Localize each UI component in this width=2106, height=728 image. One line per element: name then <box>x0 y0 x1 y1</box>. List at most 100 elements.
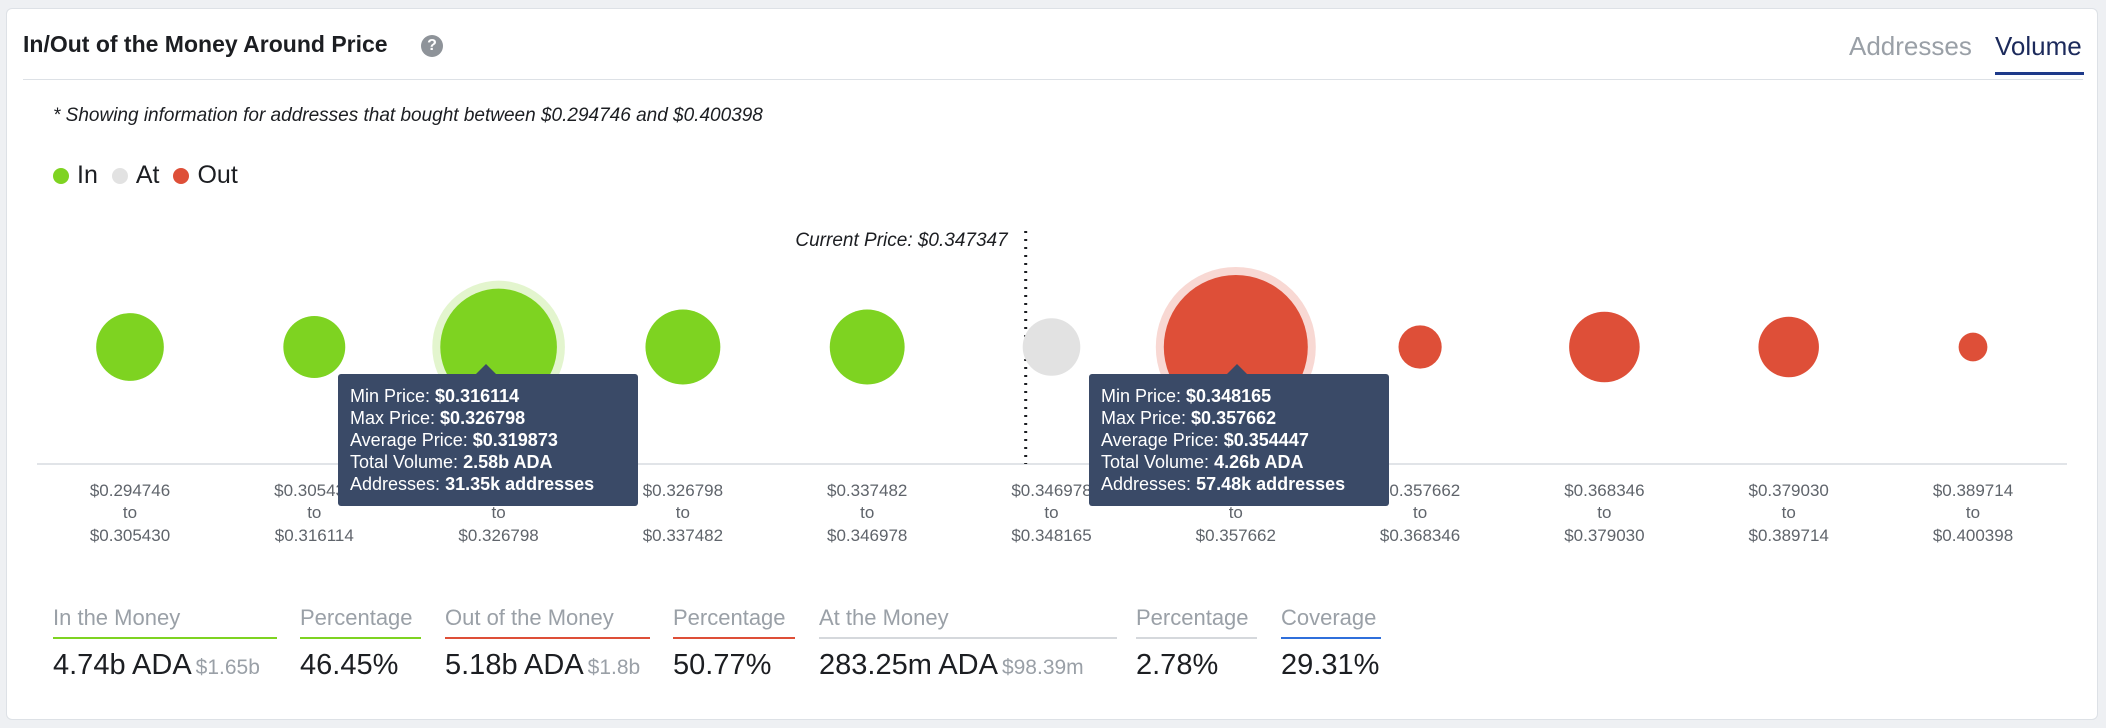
legend-label-out: Out <box>197 161 238 189</box>
tooltip-row: Max Price: $0.326798 <box>350 408 526 428</box>
question-circle-icon[interactable]: ? <box>421 35 443 57</box>
stat-value: 29.31% <box>1281 649 1380 681</box>
tick-label-to-word: to <box>1597 503 1611 522</box>
tick-label-to-word: to <box>1229 503 1243 522</box>
legend-item-in[interactable]: In <box>53 161 98 190</box>
tick-label-to: $0.316114 <box>275 526 354 545</box>
legend-dot-at-icon <box>111 167 128 184</box>
tick-label-to-word: to <box>307 503 321 522</box>
bubble-out <box>1569 311 1640 383</box>
legend-item-at[interactable]: At <box>111 161 160 190</box>
stat-rule-at-pct <box>1136 637 1257 639</box>
tick-label-to: $0.348165 <box>1011 526 1091 545</box>
legend-dot-in-icon <box>53 167 69 184</box>
stat-label: At the Money <box>819 605 949 630</box>
tooltip-row: Addresses: 57.48k addresses <box>1101 474 1346 494</box>
tick-label-from: $0.305430 <box>274 481 354 500</box>
tick-label-to: $0.379030 <box>1564 526 1644 545</box>
stat-at-the-money: At the Money 283.25m ADA $98.39m <box>819 605 1117 682</box>
tick-label-to: $0.368346 <box>1380 526 1460 545</box>
tooltip-row: Average Price: $0.354447 <box>1101 430 1309 450</box>
bubble-in <box>829 309 905 385</box>
stat-value: 2.78% <box>1136 649 1219 681</box>
legend-dot-out-icon <box>173 167 190 184</box>
tick-label-to-word: to <box>1413 503 1427 522</box>
bubble-out <box>1758 316 1819 378</box>
tick-label-to-word: to <box>1782 503 1796 522</box>
stat-label: In the Money <box>53 605 181 630</box>
tab-addresses[interactable]: Addresses <box>1849 31 1972 61</box>
tooltip-row: Total Volume: 4.26b ADA <box>1101 452 1304 472</box>
stat-value: 283.25m ADA $98.39m <box>819 649 1084 681</box>
legend-label-in: In <box>77 161 98 189</box>
stat-label: Percentage <box>1136 605 1249 630</box>
tick-label-from: $0.368346 <box>1564 481 1644 500</box>
in-out-money-card: In/Out of the Money Around Price ? Addre… <box>6 8 2098 720</box>
tooltip-row: Min Price: $0.316114 <box>350 386 520 406</box>
bubble-in <box>96 313 164 381</box>
tick-label-to-word: to <box>1966 503 1980 522</box>
bubble-out <box>1398 325 1442 369</box>
bubble-out <box>1958 332 1988 362</box>
tick-label-to: $0.389714 <box>1749 526 1829 545</box>
tick-label-to: $0.400398 <box>1933 526 2013 545</box>
legend: In At Out <box>53 161 252 190</box>
tick-label-from: $0.294746 <box>90 481 170 500</box>
tooltip-row: Min Price: $0.348165 <box>1101 386 1272 406</box>
bubble-at <box>1022 318 1081 376</box>
tick-label-to: $0.305430 <box>90 526 170 545</box>
stat-value: 46.45% <box>300 649 399 681</box>
range-note: * Showing information for addresses that… <box>53 105 763 126</box>
stat-value: 50.77% <box>673 649 772 681</box>
stat-coverage: Coverage 29.31% <box>1281 605 1381 682</box>
tooltip-row: Average Price: $0.319873 <box>350 430 558 450</box>
stat-rule-out-pct <box>673 637 795 639</box>
tick-label-to-word: to <box>492 503 506 522</box>
stat-in-the-money: In the Money 4.74b ADA $1.65b <box>53 605 277 682</box>
stat-rule-coverage <box>1281 637 1381 639</box>
header-divider <box>23 79 2083 80</box>
stat-value: 5.18b ADA $1.8b <box>445 649 641 681</box>
stat-rule-out <box>445 637 650 639</box>
tick-label-from: $0.346978 <box>1011 481 1091 500</box>
card-title: In/Out of the Money Around Price <box>23 31 388 57</box>
tick-label-from: $0.357662 <box>1380 481 1460 500</box>
tick-label-from: $0.379030 <box>1749 481 1829 500</box>
legend-label-at: At <box>135 161 160 189</box>
tick-label-from: $0.389714 <box>1933 481 2013 500</box>
tick-label-to: $0.326798 <box>458 526 538 545</box>
tick-label-to: $0.357662 <box>1196 526 1276 545</box>
tooltip-bin-3: Min Price: $0.316114 Max Price: $0.32679… <box>338 364 638 506</box>
stat-label: Out of the Money <box>445 605 614 630</box>
stat-rule-at <box>819 637 1117 639</box>
stat-out-of-the-money: Out of the Money 5.18b ADA $1.8b <box>445 605 650 682</box>
current-price-label: Current Price: $0.347347 <box>795 230 1009 251</box>
tick-label-to: $0.346978 <box>827 526 907 545</box>
tooltip-row: Total Volume: 2.58b ADA <box>350 452 553 472</box>
bubble-chart: Current Price: $0.347347 $0.294746 to $0.30… <box>37 230 2067 545</box>
tooltip-bin-7: Min Price: $0.348165 Max Price: $0.35766… <box>1089 364 1389 506</box>
tooltip-row: Addresses: 31.35k addresses <box>350 474 595 494</box>
bubble-in <box>645 309 721 385</box>
stat-label: Percentage <box>300 605 413 630</box>
tick-label-to: $0.337482 <box>643 526 723 545</box>
tick-label-to-word: to <box>860 503 874 522</box>
active-tab-underline <box>1995 72 2084 75</box>
tick-label-to-word: to <box>676 503 690 522</box>
stat-rule-in <box>53 637 277 639</box>
tab-volume[interactable]: Volume <box>1995 31 2082 61</box>
tick-label-from: $0.337482 <box>827 481 907 500</box>
stat-out-percentage: Percentage 50.77% <box>673 605 795 682</box>
stat-rule-in-pct <box>300 637 421 639</box>
tooltip-row: Max Price: $0.357662 <box>1101 408 1277 428</box>
tick-label-to-word: to <box>1044 503 1058 522</box>
tick-label-to-word: to <box>123 503 137 522</box>
legend-item-out[interactable]: Out <box>173 161 238 190</box>
stat-in-percentage: Percentage 46.45% <box>300 605 421 682</box>
stat-label: Coverage <box>1281 605 1377 630</box>
stat-label: Percentage <box>673 605 786 630</box>
stat-value: 4.74b ADA $1.65b <box>53 649 260 681</box>
tick-label-from: $0.326798 <box>643 481 723 500</box>
stat-at-percentage: Percentage 2.78% <box>1136 605 1257 682</box>
bubble-in <box>283 316 346 378</box>
